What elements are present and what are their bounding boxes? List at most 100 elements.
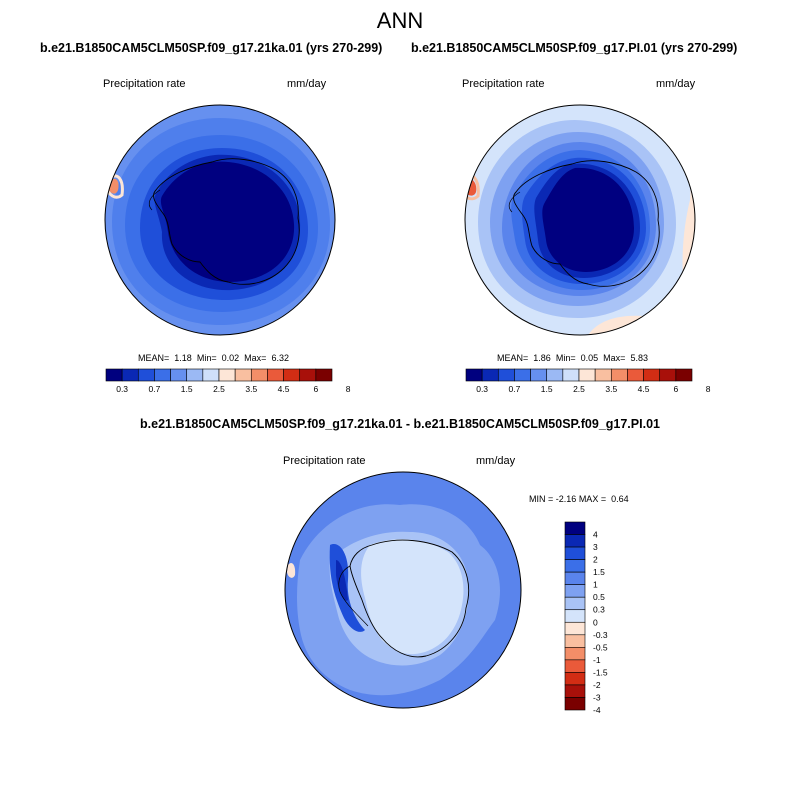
panel-3-colorbar: 4 3 2 1.5 1 0.5 0.3 0 -0.3 -0.5 -1 -1.5 -2 -3 -4 (564, 521, 608, 715)
colorbar-tick-label: 3 (593, 542, 598, 552)
colorbar-swatch (218, 368, 236, 382)
colorbar-swatch (578, 368, 596, 382)
colorbar-tick-label: 4 (593, 530, 598, 540)
panel-2-map (464, 104, 696, 336)
colorbar-tick-label: 0.3 (116, 384, 128, 394)
colorbar-tick-label: -0.3 (593, 630, 608, 640)
antarctica-coastline (153, 158, 300, 285)
colorbar-tick-label: 0.3 (476, 384, 488, 394)
colorbar-swatch (315, 368, 333, 382)
colorbar-swatch (465, 368, 483, 382)
colorbar-swatch (481, 368, 499, 382)
panel-2-map-border (464, 104, 696, 336)
colorbar-swatch (250, 368, 268, 382)
colorbar-swatch (170, 368, 188, 382)
min-value: 0.05 (580, 353, 599, 363)
colorbar-swatch (564, 534, 586, 548)
colorbar-swatch (659, 368, 677, 382)
colorbar-swatch (594, 368, 612, 382)
panel-3-map (284, 471, 522, 709)
max-value: 6.32 (271, 353, 289, 363)
min-label: Min= (555, 353, 576, 363)
colorbar-swatch (154, 368, 171, 382)
colorbar-swatch (186, 368, 204, 382)
min-label: Min= (196, 353, 217, 363)
colorbar-swatch (564, 559, 586, 573)
colorbar-swatch (564, 697, 586, 711)
colorbar-swatch (299, 368, 317, 382)
colorbar-swatch (564, 596, 586, 611)
colorbar-swatch (564, 672, 586, 686)
colorbar-tick-label: 4.5 (638, 384, 650, 394)
colorbar-swatch (514, 368, 531, 382)
max-label: Max= (603, 353, 626, 363)
colorbar-swatch (627, 368, 644, 382)
colorbar-swatch (564, 584, 586, 598)
panel-2-title: b.e21.B1850CAM5CLM50SP.f09_g17.PI.01 (yr… (411, 41, 738, 55)
max-label: MAX = (578, 494, 607, 504)
colorbar-swatch (234, 368, 252, 382)
colorbar-tick-label: 8 (346, 384, 351, 394)
colorbar-tick-label: 8 (706, 384, 711, 394)
colorbar-tick-label: 0 (593, 617, 598, 627)
colorbar-swatch (564, 647, 586, 661)
colorbar-swatch (564, 571, 586, 585)
colorbar-swatch (283, 368, 301, 382)
antarctica-coastline (513, 160, 660, 287)
colorbar-swatch (564, 634, 586, 648)
colorbar-swatch (546, 368, 564, 382)
colorbar-tick-label: -1 (593, 655, 601, 665)
colorbar-swatch (564, 621, 586, 636)
figure-title: ANN (376, 8, 424, 33)
colorbar-swatch (564, 684, 586, 698)
min-value: 0.02 (221, 353, 240, 363)
colorbar-tick-label: -1.5 (593, 667, 608, 677)
colorbar-swatch (562, 368, 580, 382)
mean-label: MEAN= (497, 353, 529, 363)
colorbar-tick-label: 3.5 (605, 384, 617, 394)
colorbar-swatch (564, 546, 586, 560)
antarctica-coastline (349, 539, 470, 658)
panel-2-variable-label: Precipitation rate (462, 78, 545, 90)
colorbar-swatch (497, 368, 515, 382)
panel-1-colorbar: 0.3 0.7 1.5 2.5 3.5 4.5 6 8 (105, 368, 351, 394)
max-label: Max= (244, 353, 267, 363)
colorbar-tick-label: 1.5 (593, 567, 605, 577)
mean-value: 1.18 (174, 353, 192, 363)
colorbar-tick-label: 0.7 (149, 384, 161, 394)
mean-label: MEAN= (138, 353, 170, 363)
panel-2-stats: MEAN= 1.86 Min= 0.05 Max= 5.83 (497, 353, 648, 363)
colorbar-swatch (564, 609, 586, 623)
panel-3-unit-label: mm/day (476, 455, 516, 467)
colorbar-swatch (530, 368, 548, 382)
colorbar-tick-label: 0.5 (593, 592, 605, 602)
colorbar-swatch (105, 368, 123, 382)
panel-3-title: b.e21.B1850CAM5CLM50SP.f09_g17.21ka.01 -… (140, 417, 660, 431)
panel-3-map-border (284, 471, 522, 709)
mean-value: 1.86 (533, 353, 551, 363)
colorbar-tick-label: 3.5 (245, 384, 257, 394)
panel-2-unit-label: mm/day (656, 78, 696, 90)
colorbar-tick-label: 2.5 (573, 384, 585, 394)
panel-1-variable-label: Precipitation rate (103, 78, 186, 90)
colorbar-tick-label: -4 (593, 705, 601, 715)
colorbar-swatch (121, 368, 139, 382)
colorbar-tick-label: -2 (593, 680, 601, 690)
colorbar-tick-label: 1.5 (181, 384, 193, 394)
colorbar-tick-label: -3 (593, 692, 601, 702)
colorbar-swatch (267, 368, 284, 382)
max-value: 5.83 (630, 353, 648, 363)
max-value: 0.64 (611, 494, 629, 504)
panel-3-stats: MIN = -2.16 MAX = 0.64 (529, 494, 629, 504)
panel-1-unit-label: mm/day (287, 78, 327, 90)
colorbar-tick-label: 6 (313, 384, 318, 394)
min-value: -2.16 (555, 494, 577, 504)
colorbar-swatch (137, 368, 155, 382)
colorbar-tick-label: 0.7 (509, 384, 521, 394)
panel-3-variable-label: Precipitation rate (283, 455, 366, 467)
colorbar-tick-label: 2.5 (213, 384, 225, 394)
panel-1-title: b.e21.B1850CAM5CLM50SP.f09_g17.21ka.01 (… (40, 41, 383, 55)
colorbar-swatch (564, 659, 586, 673)
colorbar-swatch (643, 368, 661, 382)
